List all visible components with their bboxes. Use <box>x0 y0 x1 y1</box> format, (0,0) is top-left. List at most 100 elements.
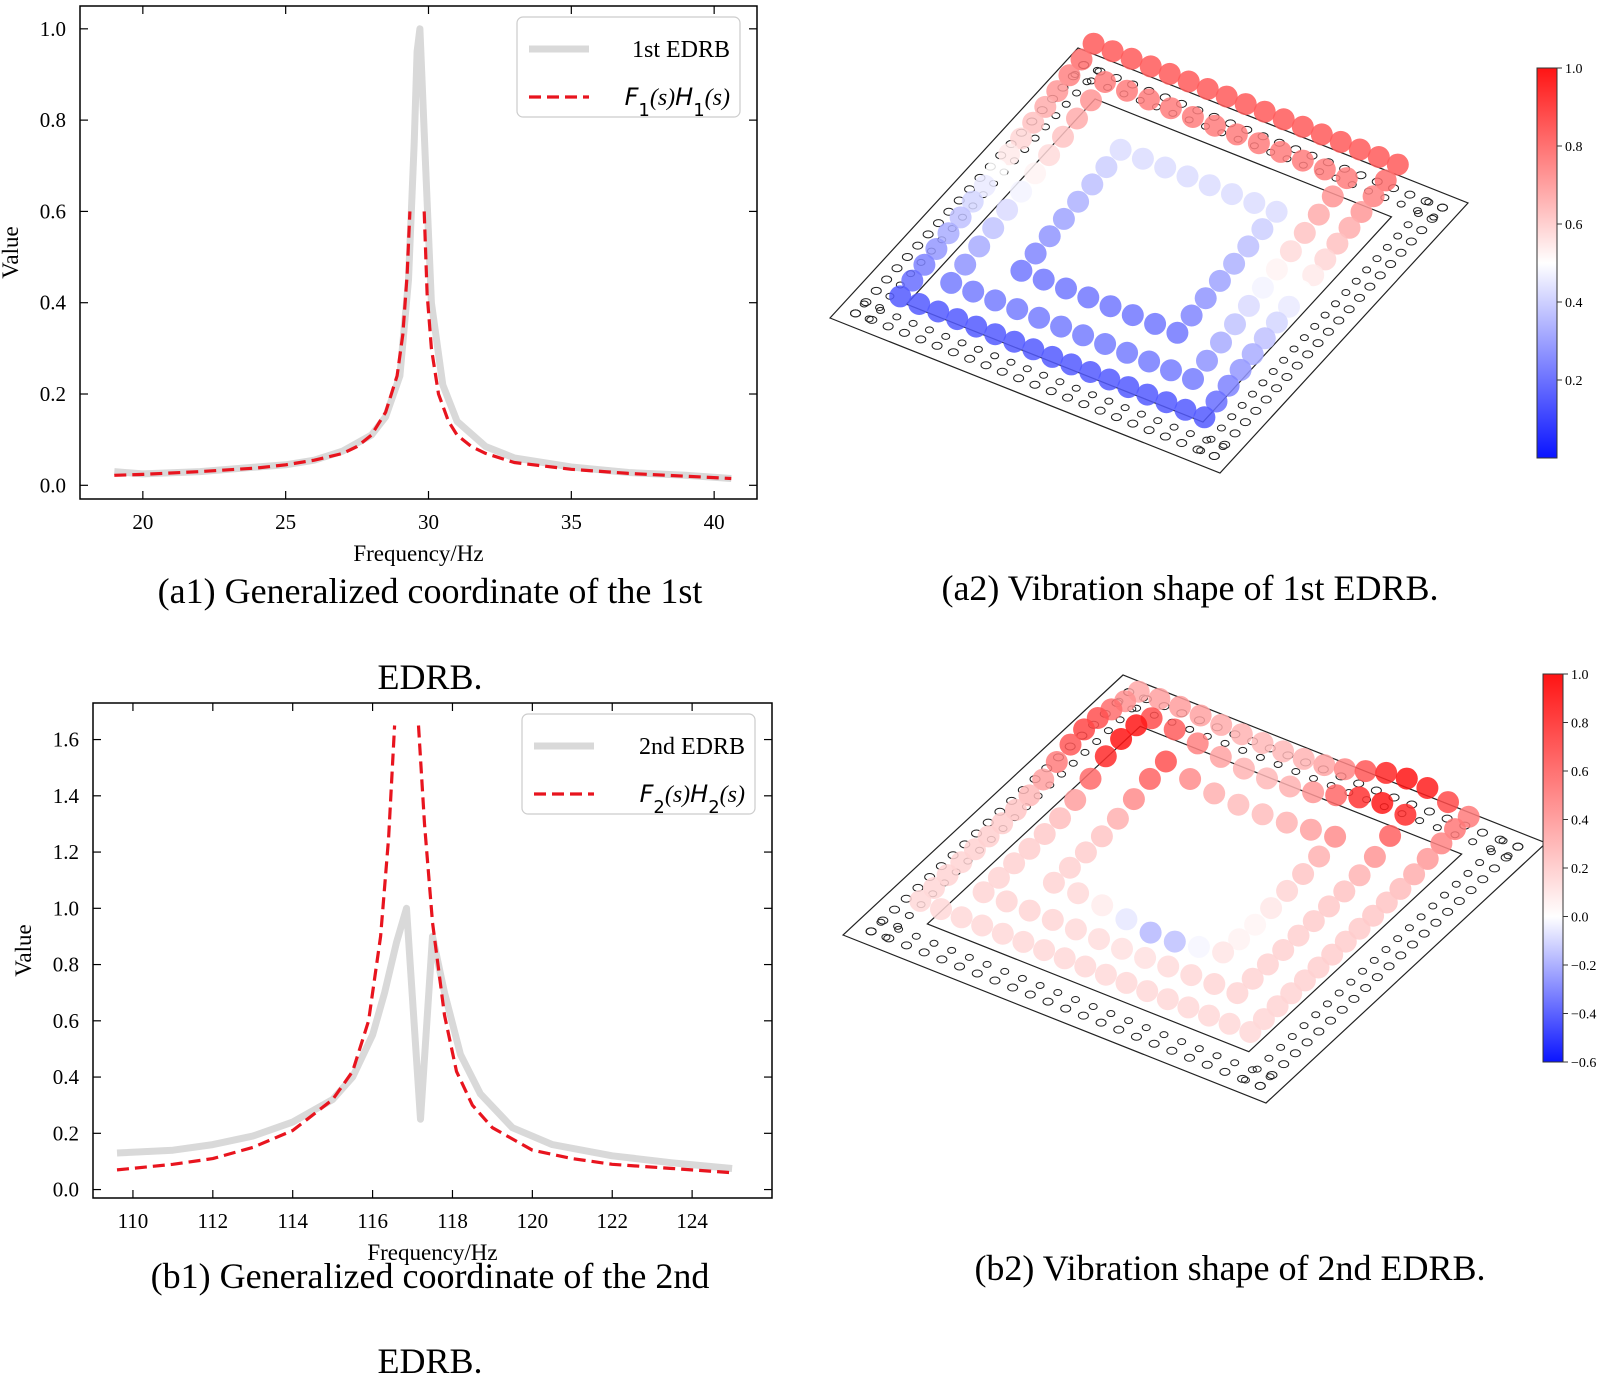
y-tick-label: 0.6 <box>53 1009 79 1033</box>
mounting-hole <box>1240 1076 1250 1084</box>
vibration-point <box>1064 918 1087 941</box>
vibration-point <box>1041 908 1064 931</box>
mounting-hole <box>850 309 862 318</box>
x-tick-label: 30 <box>418 510 439 534</box>
vibration-point <box>1079 361 1102 383</box>
vibration-point <box>1251 732 1274 754</box>
mounting-hole <box>1477 828 1489 837</box>
vibration-point <box>1033 823 1056 845</box>
mounting-hole <box>901 252 913 261</box>
vibration-point <box>954 253 977 276</box>
mounting-hole <box>1348 994 1360 1003</box>
mounting-hole <box>1312 339 1324 348</box>
vibration-point <box>1081 173 1104 196</box>
vibration-point <box>1224 313 1246 336</box>
colorbar <box>1536 67 1558 459</box>
mounting-hole <box>1381 946 1391 954</box>
vibration-point <box>901 269 924 292</box>
vibration-point <box>925 238 948 260</box>
mounting-hole <box>1095 1018 1107 1027</box>
mounting-hole <box>1192 445 1204 454</box>
mounting-hole <box>1310 322 1320 330</box>
caption-b1-line1: (b1) Generalized coordinate of the 2nd <box>150 1256 710 1296</box>
mounting-hole <box>1360 984 1372 993</box>
mounting-hole <box>1053 988 1063 996</box>
chart-a1-generalized-coordinate: 20 25 30 35 40 0.0 0.2 0.4 0.6 0.8 1.0 Frequency/Hz… <box>0 5 758 566</box>
vibration-point <box>1416 777 1439 799</box>
mounting-hole <box>1440 891 1450 899</box>
mounting-hole <box>911 932 921 940</box>
mounting-hole <box>1393 935 1403 943</box>
mounting-hole <box>1184 1053 1196 1062</box>
legend-box <box>516 16 741 118</box>
chart-a2-vibration-shape: 0.2 0.4 0.6 0.8 1.0 <box>828 32 1583 474</box>
vibration-point <box>1269 140 1292 163</box>
mounting-hole <box>1396 200 1406 208</box>
mounting-hole <box>1061 100 1071 108</box>
x-tick-label: 112 <box>197 1209 228 1233</box>
vibration-point <box>998 143 1020 166</box>
vibration-point <box>1389 877 1412 900</box>
vibration-point <box>1218 1012 1241 1035</box>
vibration-point <box>1302 910 1325 933</box>
vibration-point <box>1243 192 1266 214</box>
vibration-point <box>1010 259 1033 282</box>
mounting-hole <box>1185 430 1195 438</box>
vibration-point <box>1110 728 1133 750</box>
plate-outline <box>828 47 1470 474</box>
caption-a1-line2: EDRB. <box>377 657 483 697</box>
vibration-point <box>949 206 972 229</box>
vibration-point <box>1166 321 1189 344</box>
mounting-hole <box>1291 361 1303 370</box>
vibration-point <box>950 906 973 929</box>
vibration-point <box>1032 768 1055 791</box>
vibration-point <box>1139 921 1162 944</box>
vibration-point <box>1125 714 1148 737</box>
mounting-hole <box>1024 990 1036 999</box>
legend-box <box>521 713 756 815</box>
mounting-hole <box>1082 78 1092 86</box>
vibration-point <box>1018 899 1041 922</box>
y-axis-label: Value <box>0 226 23 278</box>
vibration-point <box>1338 216 1361 239</box>
mounting-hole <box>973 345 983 353</box>
y-tick-label: 0.8 <box>53 953 79 977</box>
vibration-point <box>1058 856 1081 879</box>
vibration-point <box>1416 847 1439 870</box>
vibration-point <box>1265 258 1288 281</box>
mounting-hole <box>1406 940 1418 949</box>
vibration-point <box>991 922 1014 945</box>
colorbar-tick-label: 0.2 <box>1565 374 1583 389</box>
vibration-point <box>1430 832 1453 855</box>
vibration-point <box>1203 782 1226 805</box>
mounting-hole <box>1159 1031 1169 1039</box>
vibration-point <box>1079 767 1102 790</box>
vibration-point <box>962 280 985 303</box>
mounting-hole <box>1141 1024 1151 1032</box>
mounting-hole <box>1428 902 1438 910</box>
y-tick-label: 1.6 <box>53 728 79 752</box>
mounting-hole <box>1383 962 1395 971</box>
vibration-point <box>1094 963 1117 986</box>
vibration-point <box>1177 996 1200 1019</box>
vibration-point <box>1074 841 1097 864</box>
mounting-hole <box>1374 271 1386 280</box>
mounting-hole <box>1415 817 1425 825</box>
mounting-hole <box>1218 443 1228 451</box>
vibration-point <box>1210 331 1232 354</box>
mounting-hole <box>1488 864 1500 873</box>
vibration-point <box>1203 973 1226 995</box>
vibration-point <box>1363 845 1386 868</box>
colorbar <box>1542 673 1564 1063</box>
mounting-hole <box>1395 248 1407 257</box>
mounting-hole <box>1106 1010 1116 1018</box>
vibration-point <box>984 289 1007 312</box>
mounting-hole <box>964 953 974 961</box>
mounting-hole <box>1432 824 1442 832</box>
vibration-point <box>1163 718 1186 741</box>
mounting-hole <box>1385 260 1397 269</box>
mounting-hole <box>1220 739 1230 747</box>
mounting-hole <box>1248 390 1258 398</box>
vibration-point <box>1237 235 1260 258</box>
mounting-hole <box>1311 1011 1321 1019</box>
